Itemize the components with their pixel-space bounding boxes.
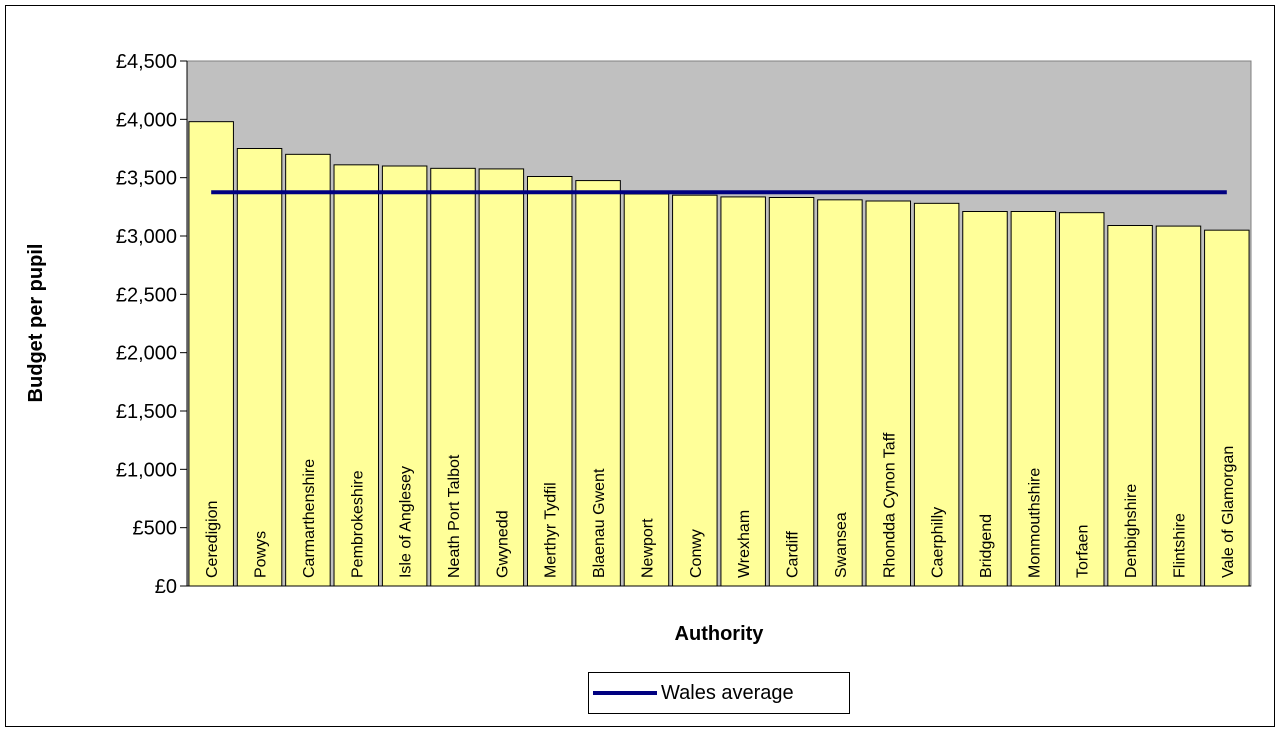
bar-category-label: Carmarthenshire <box>301 459 318 578</box>
bar-category-label: Pembrokeshire <box>349 470 366 578</box>
bar <box>285 153 331 587</box>
legend-label: Wales average <box>661 681 794 704</box>
bar <box>962 211 1008 587</box>
bar-category-label: Ceredigion <box>204 501 221 578</box>
y-tick-label: £2,000 <box>116 343 177 365</box>
bar-category-label: Bridgend <box>978 514 995 578</box>
bar-category-label: Torfaen <box>1075 525 1092 578</box>
bar-category-label: Blaenau Gwent <box>591 468 608 578</box>
bar-category-label: Merthyr Tydfil <box>543 482 560 578</box>
bar <box>720 196 766 587</box>
y-tick-label: £0 <box>155 576 177 598</box>
bar <box>1107 225 1153 587</box>
y-tick-label: £4,000 <box>116 109 177 131</box>
bar-category-label: Rhondda Cynon Taff <box>881 432 898 578</box>
bar-category-label: Newport <box>639 518 656 578</box>
y-tick-label: £1,500 <box>116 401 177 423</box>
bar <box>575 180 621 587</box>
bar <box>672 194 718 587</box>
legend-line-swatch <box>593 691 657 695</box>
y-tick-label: £4,500 <box>116 51 177 73</box>
bar-category-label: Wrexham <box>736 510 753 578</box>
legend: Wales average <box>588 672 850 714</box>
bar-category-label: Vale of Glamorgan <box>1220 446 1237 578</box>
y-axis-title: Budget per pupil <box>25 244 47 403</box>
bar <box>1155 225 1202 587</box>
y-tick-label: £500 <box>133 518 178 540</box>
bar <box>865 200 912 587</box>
y-tick-label: £3,000 <box>116 226 177 248</box>
bar-category-label: Denbighshire <box>1123 484 1140 578</box>
bar-category-label: Cardiff <box>785 531 802 578</box>
bar <box>913 202 960 587</box>
bar <box>526 176 573 587</box>
bar <box>768 197 815 587</box>
bar <box>817 199 863 587</box>
bar-category-label: Powys <box>253 531 270 578</box>
bar-category-label: Conwy <box>688 529 705 578</box>
x-axis-title: Authority <box>675 623 765 645</box>
bar <box>236 148 283 587</box>
bar-category-label: Caerphilly <box>930 507 947 578</box>
bar-category-label: Monmouthshire <box>1026 468 1043 578</box>
y-tick-label: £3,500 <box>116 168 177 190</box>
bar <box>1058 212 1105 587</box>
bar-category-label: Isle of Anglesey <box>398 466 415 578</box>
y-axis-ticks: £0 £500 £1,000 £1,500 £2,000 £2,500 £3,000 £3,5… <box>116 51 187 598</box>
bar <box>478 168 525 587</box>
bar-category-label: Neath Port Talbot <box>446 454 463 578</box>
bar-category-label: Flintshire <box>1171 513 1188 578</box>
y-tick-label: £2,500 <box>116 284 177 306</box>
bar <box>1010 211 1057 587</box>
bar-category-label: Gwynedd <box>494 510 511 578</box>
bar-category-label: Swansea <box>833 512 850 578</box>
bar <box>1204 229 1250 587</box>
bar <box>430 167 476 587</box>
y-tick-label: £1,000 <box>116 459 177 481</box>
